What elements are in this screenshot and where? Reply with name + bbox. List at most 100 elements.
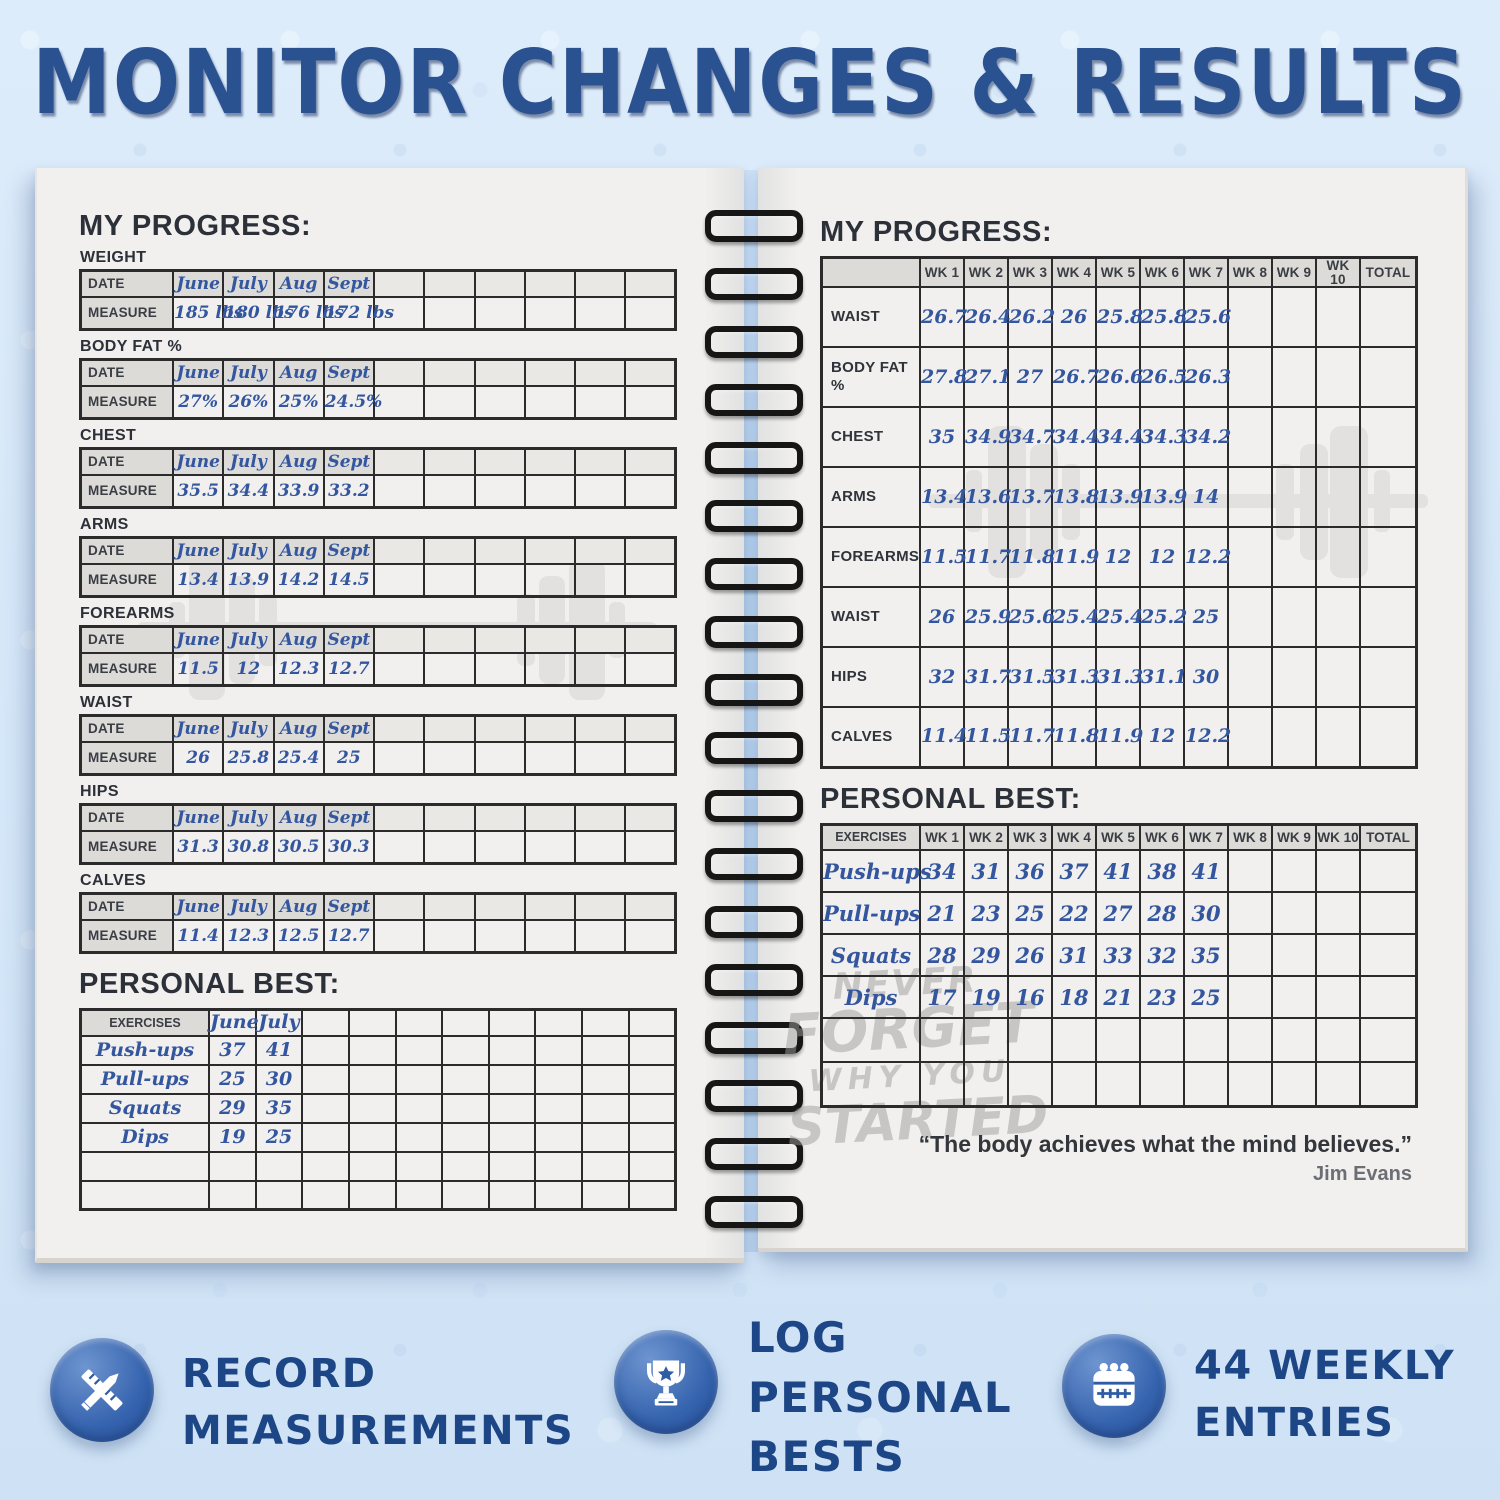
notebook: MY PROGRESS: WEIGHT DATE June July Aug Sept ME…	[35, 168, 1468, 1264]
week-value-cell: 34.2	[1183, 406, 1231, 468]
pb-value-cell: 37	[208, 1034, 257, 1066]
week-value-cell	[1271, 586, 1317, 648]
measure-cell: 12.3	[222, 919, 275, 954]
week-header: WK 3	[1007, 823, 1053, 851]
binding-ring	[705, 500, 803, 532]
exercises-header: EXERCISES	[820, 823, 921, 851]
pb-row: Dips 17 19 16 18 21 23 25	[820, 975, 1418, 1019]
progress-row: FOREARMS 11.5 11.7 11.8 11.9 12 12 12.2	[820, 526, 1418, 588]
binding-ring	[705, 848, 803, 880]
measure-cell	[473, 919, 526, 954]
exercise-name: Pull-ups	[79, 1063, 210, 1095]
empty-cell	[394, 1150, 444, 1182]
date-cell	[573, 803, 627, 832]
date-row: DATE June July Aug Sept	[79, 269, 677, 298]
pb-row: Dips 19 25	[79, 1121, 677, 1153]
pb-value-cell	[1227, 891, 1273, 935]
measure-cell	[473, 830, 526, 865]
date-cell	[523, 714, 577, 743]
pb-value-cell	[1359, 933, 1418, 977]
week-value-cell	[1271, 406, 1317, 468]
empty-cell	[208, 1150, 257, 1182]
date-cell: July	[222, 536, 275, 565]
measure-cell: 26%	[222, 385, 275, 420]
week-value-cell: 25.4	[1095, 586, 1143, 648]
date-cell	[624, 269, 677, 298]
week-value-cell: 11.5	[919, 526, 967, 588]
measure-label: MEASURE	[79, 563, 174, 598]
measure-cell	[372, 919, 426, 954]
measure-label: MEASURE	[79, 741, 174, 776]
date-cell	[473, 447, 526, 476]
measure-cell	[624, 830, 677, 865]
pb-month-cell	[534, 1008, 584, 1037]
section-title: HIPS	[80, 783, 119, 800]
week-header: WK 3	[1007, 256, 1053, 288]
pb-value-cell	[581, 1034, 630, 1066]
week-value-cell: 26.7	[919, 286, 967, 348]
measure-row: MEASURE 13.4 13.9 14.2 14.5	[79, 563, 677, 598]
measurement-section: HIPS DATE June July Aug Sept MEASURE 31.3 30.8 30…	[79, 784, 677, 865]
week-value-cell: 31.3	[1095, 646, 1143, 708]
pb-value-cell	[301, 1063, 350, 1095]
pb-empty-row	[79, 1150, 677, 1182]
empty-cell	[254, 1179, 304, 1211]
date-cell	[372, 536, 426, 565]
date-cell	[573, 892, 627, 921]
week-value-cell	[1227, 406, 1273, 468]
week-header: WK 2	[963, 256, 1009, 288]
week-value-cell: 26.2	[1007, 286, 1055, 348]
empty-cell	[820, 1061, 921, 1107]
pb-value-cell: 25	[1183, 975, 1229, 1019]
week-value-cell: 13.9	[1139, 466, 1187, 528]
measure-cell	[473, 741, 526, 776]
date-cell	[624, 536, 677, 565]
measure-cell: 11.5	[171, 652, 225, 687]
week-value-cell: 12	[1095, 526, 1141, 588]
empty-cell	[1051, 1017, 1097, 1063]
measure-cell	[423, 563, 476, 598]
empty-cell	[919, 1061, 965, 1107]
trophy-icon	[647, 1360, 685, 1406]
left-personal-best-table: EXERCISES June July Push-ups 37 41 Pull-ups 25 3…	[79, 1008, 677, 1211]
pb-value-cell	[487, 1121, 537, 1153]
pb-value-cell: 25	[208, 1063, 257, 1095]
date-cell	[372, 714, 426, 743]
measure-cell	[372, 830, 426, 865]
measure-cell: 35.5	[171, 474, 225, 509]
date-cell: July	[222, 358, 275, 387]
date-cell: Sept	[322, 536, 376, 565]
binding-ring	[705, 964, 803, 996]
calendar-icon	[1093, 1363, 1135, 1406]
week-value-cell	[1315, 586, 1361, 648]
measure-cell	[624, 563, 677, 598]
pb-value-cell	[581, 1092, 630, 1124]
pb-value-cell	[1227, 933, 1273, 977]
date-cell	[624, 625, 677, 654]
empty-cell	[1271, 1017, 1317, 1063]
date-label: DATE	[79, 625, 174, 654]
measure-cell: 11.4	[171, 919, 225, 954]
date-cell: Aug	[272, 892, 325, 921]
empty-cell	[1227, 1017, 1273, 1063]
pb-row: Push-ups 37 41	[79, 1034, 677, 1066]
week-value-cell	[1359, 466, 1418, 528]
date-cell	[573, 714, 627, 743]
left-personal-best-heading: PERSONAL BEST:	[79, 968, 340, 1000]
empty-cell	[1139, 1061, 1185, 1107]
date-cell: Aug	[272, 269, 325, 298]
date-cell: July	[222, 447, 275, 476]
binding-ring	[705, 906, 803, 938]
pb-month-cell: June	[208, 1008, 259, 1037]
measure-cell	[372, 296, 426, 331]
week-header: WK 2	[963, 823, 1009, 851]
date-cell	[473, 803, 526, 832]
pb-empty-row	[820, 1061, 1418, 1107]
week-value-cell: 26	[1051, 286, 1097, 348]
empty-cell	[1359, 1017, 1418, 1063]
week-value-cell: 11.9	[1051, 526, 1099, 588]
pb-month-cell	[301, 1008, 350, 1037]
date-cell: Aug	[272, 714, 325, 743]
pb-month-cell	[347, 1008, 397, 1037]
measure-label: MEASURE	[79, 919, 174, 954]
